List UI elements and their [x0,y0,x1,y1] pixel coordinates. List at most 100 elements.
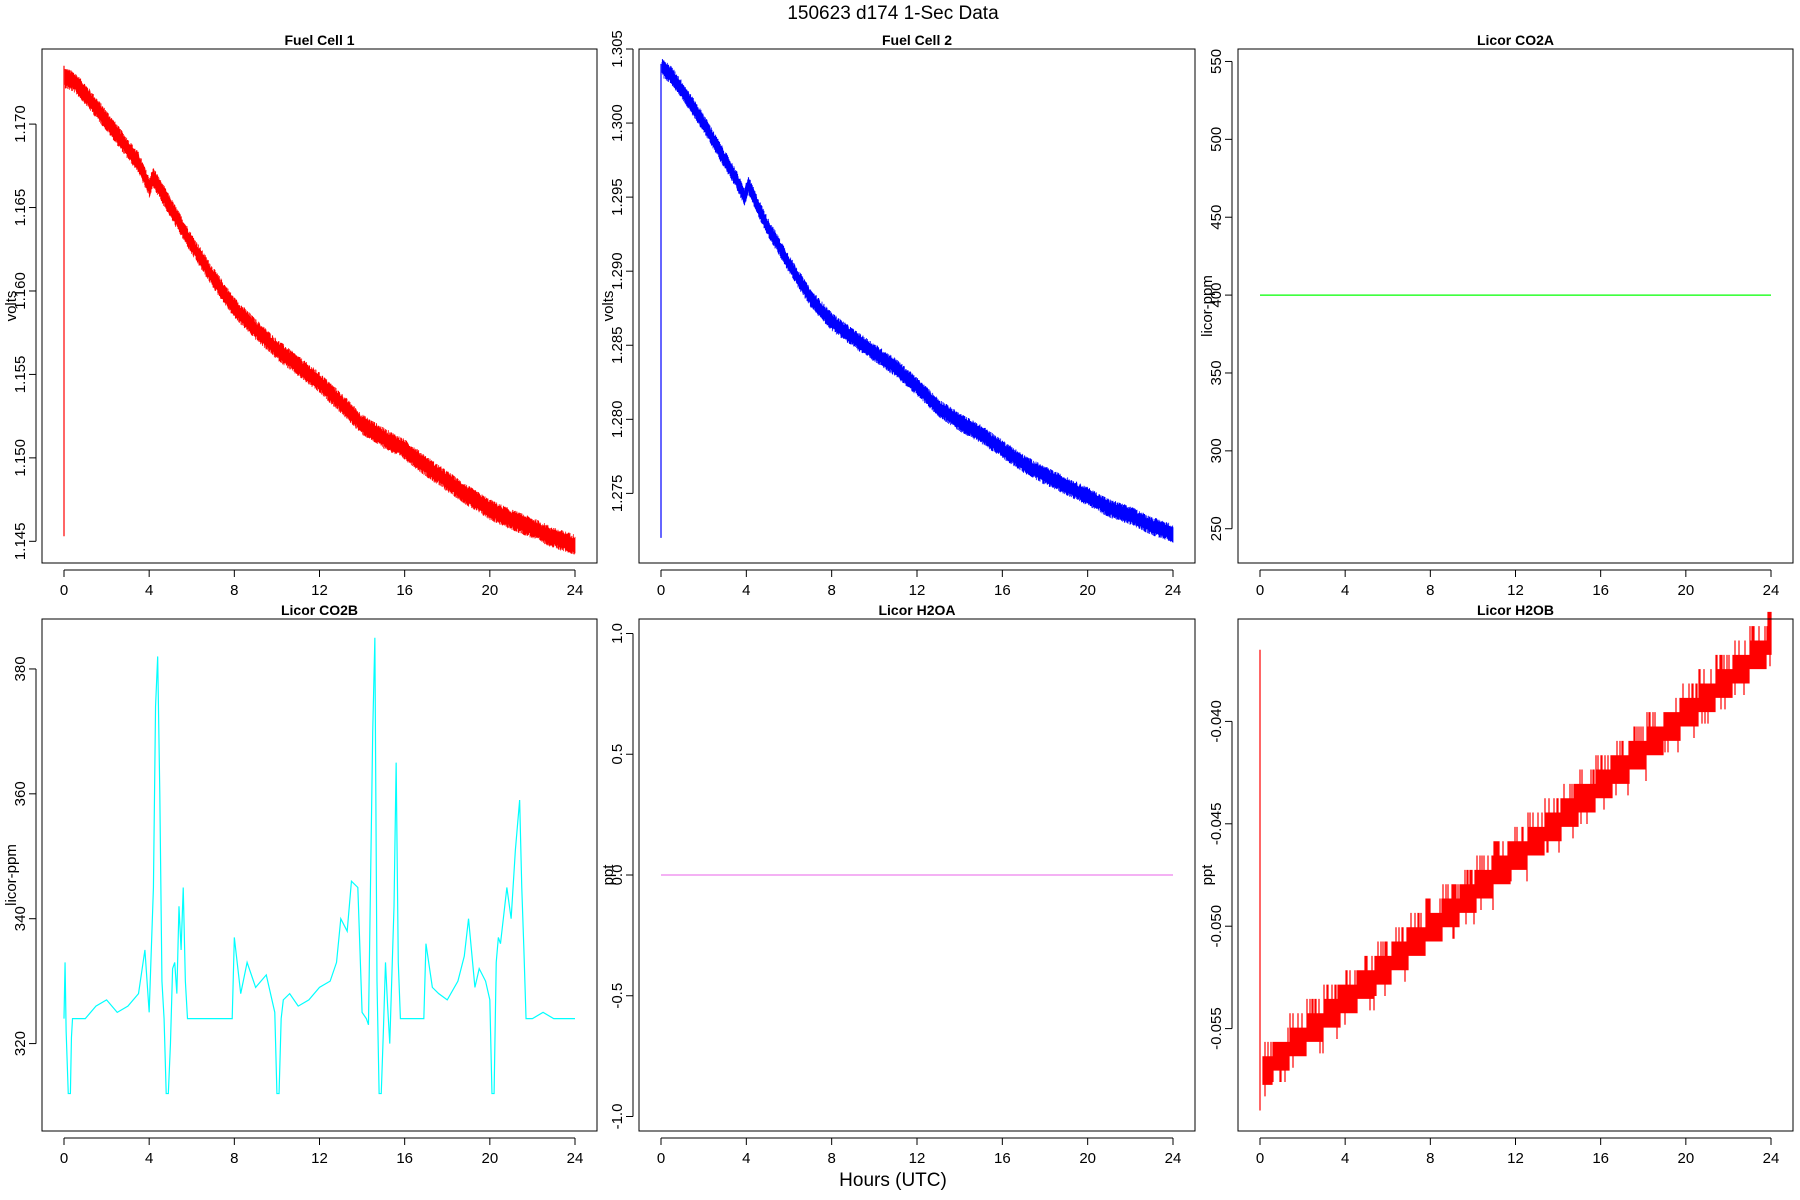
y-tick-label: -0.045 [1208,803,1225,846]
y-tick-label: 300 [1208,438,1225,463]
x-tick-label: 12 [311,1150,328,1167]
x-tick-label: 4 [742,1150,750,1167]
data-marks [1259,611,1772,1111]
x-tick-label: 4 [1341,1150,1349,1167]
x-tick-label: 4 [1341,582,1349,599]
x-axis: 0 4 8 12 16 20 24 [1256,569,1780,599]
chart-panel-3: Licor CO2A licor-ppm 0 4 8 12 16 20 24 250 300 350 4… [1199,32,1794,599]
panel-title: Licor H2OB [1477,602,1554,618]
x-tick-label: 24 [1763,1150,1780,1167]
x-tick-label: 12 [909,1150,926,1167]
y-tick-label: 1.145 [12,523,29,561]
x-tick-label: 24 [1763,582,1780,599]
x-tick-label: 20 [1079,1150,1096,1167]
y-tick-label: 250 [1208,516,1225,541]
y-tick-label: 1.280 [609,401,626,439]
data-marks [660,58,1174,543]
y-tick-label: 400 [1208,283,1225,308]
figure-title: 150623 d174 1-Sec Data [787,3,999,24]
y-tick-label: 1.285 [609,326,626,364]
y-tick-label: -0.040 [1208,700,1225,743]
y-tick-label: 1.0 [609,623,626,644]
x-tick-label: 20 [1079,582,1096,599]
x-tick-label: 16 [1592,1150,1609,1167]
data-band [661,58,1174,543]
y-tick-label: 1.150 [12,439,29,477]
y-tick-label: 1.275 [609,475,626,513]
x-tick-label: 0 [1256,582,1264,599]
y-tick-label: 380 [12,656,29,681]
y-tick-label: 550 [1208,49,1225,74]
y-axis: 1.275 1.280 1.285 1.290 1.295 1.300 1.305 [609,30,634,513]
y-axis: -0.055 -0.050 -0.045 -0.040 [1208,700,1233,1050]
x-tick-label: 0 [60,1150,68,1167]
x-tick-label: 16 [994,582,1011,599]
x-tick-label: 0 [657,582,665,599]
data-band [1262,611,1772,1097]
x-tick-label: 16 [994,1150,1011,1167]
x-tick-label: 8 [827,1150,835,1167]
y-axis-label: licor-ppm [3,844,20,906]
y-tick-label: 500 [1208,127,1225,152]
y-tick-label: 1.155 [12,356,29,394]
panel-title: Fuel Cell 2 [882,32,952,48]
y-tick-label: 1.300 [609,104,626,142]
x-tick-label: 12 [1507,582,1524,599]
y-axis: 320 340 360 380 [12,656,37,1056]
plot-frame [41,48,598,564]
x-axis: 0 4 8 12 16 20 24 [60,569,583,599]
chart-panel-5: Licor H2OA ppt 0 4 8 12 16 20 24 -1.0 -0.5 0.0 0.5 1.… [600,602,1196,1167]
y-tick-label: 1.170 [12,105,29,143]
y-tick-label: 350 [1208,360,1225,385]
plot-frame [1237,48,1794,564]
y-tick-label: -0.050 [1208,905,1225,948]
x-axis: 0 4 8 12 16 20 24 [657,1137,1182,1167]
y-tick-label: 340 [12,906,29,931]
y-axis-label: volts [3,291,20,322]
y-tick-label: 0.0 [609,865,626,886]
x-tick-label: 24 [567,1150,584,1167]
x-axis: 0 4 8 12 16 20 24 [657,569,1182,599]
data-marks [63,637,575,1095]
plot-frame [1237,618,1794,1132]
y-tick-label: 360 [12,781,29,806]
x-tick-label: 8 [230,582,238,599]
x-tick-label: 4 [145,582,153,599]
y-axis-label: licor-ppm [1199,275,1216,337]
x-tick-label: 24 [1165,582,1182,599]
y-axis-label: ppt [600,864,617,886]
panel-title: Licor H2OA [878,602,955,618]
plot-frame [638,48,1196,564]
x-tick-label: 12 [311,582,328,599]
x-tick-label: 0 [60,582,68,599]
plot-frame [638,618,1196,1132]
x-tick-label: 20 [481,1150,498,1167]
x-tick-label: 24 [1165,1150,1182,1167]
data-line [63,637,575,1095]
plot-frame [41,618,598,1132]
x-axis-title: Hours (UTC) [839,1170,947,1191]
x-tick-label: 8 [1426,582,1434,599]
x-tick-label: 0 [657,1150,665,1167]
x-tick-label: 12 [1507,1150,1524,1167]
y-axis-label: volts [600,291,617,322]
y-tick-label: 320 [12,1031,29,1056]
x-tick-label: 20 [481,582,498,599]
x-tick-label: 16 [396,1150,413,1167]
x-tick-label: 8 [827,582,835,599]
x-tick-label: 0 [1256,1150,1264,1167]
y-tick-label: -0.5 [609,983,626,1009]
y-tick-label: 450 [1208,205,1225,230]
x-axis: 0 4 8 12 16 20 24 [1256,1137,1780,1167]
y-axis-label: ppt [1199,864,1216,886]
y-tick-label: -1.0 [609,1104,626,1130]
y-axis: 250 300 350 400 450 500 550 [1208,49,1233,541]
y-tick-label: 1.165 [12,189,29,227]
y-tick-label: 0.5 [609,744,626,765]
